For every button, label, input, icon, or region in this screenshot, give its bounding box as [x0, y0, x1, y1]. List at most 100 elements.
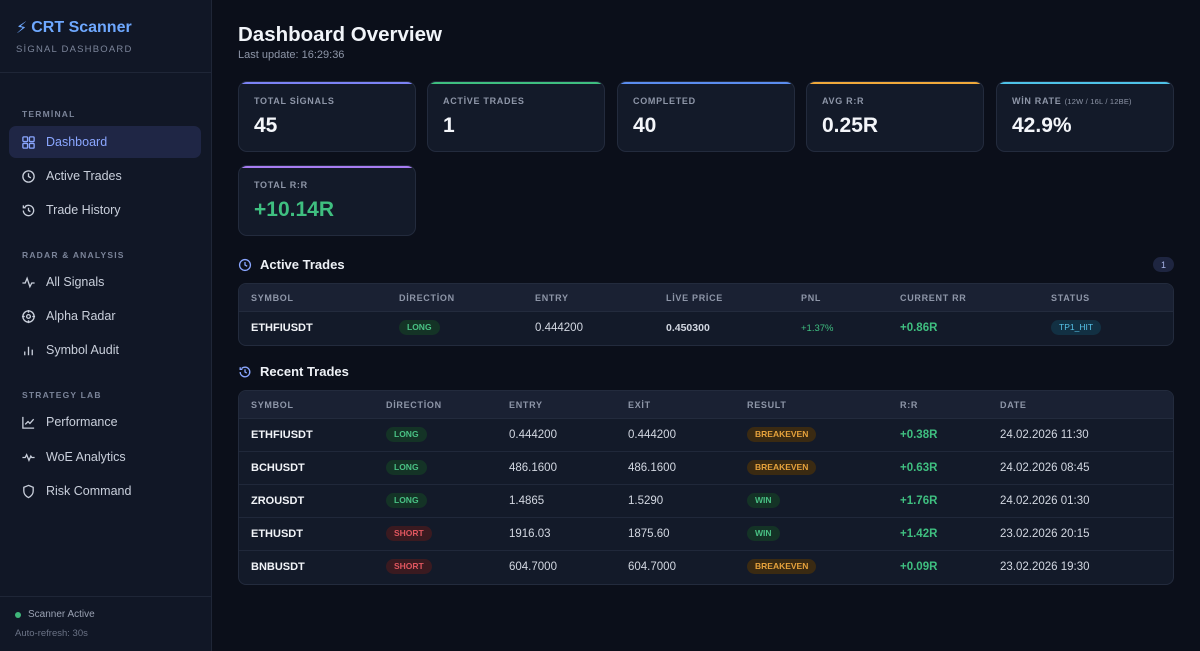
cell-rr: +1.76R	[900, 495, 938, 507]
sidebar: ⚡ CRT Scanner SİGNAL DASHBOARD TERMİNAL …	[0, 0, 212, 651]
cell-symbol: BNBUSDT	[251, 561, 305, 573]
cell-date: 23.02.2026 19:30	[1000, 561, 1090, 573]
direction-badge: LONG	[386, 460, 427, 476]
brand-title[interactable]: ⚡ CRT Scanner	[16, 18, 195, 38]
cell-direction: LONG	[399, 312, 440, 345]
cell-exit: 1875.60	[628, 528, 670, 540]
history-icon	[22, 204, 35, 216]
cell-entry: 1916.03	[509, 528, 551, 540]
stat-value: 45	[254, 114, 278, 137]
sidebar-item-symbol-audit[interactable]: Symbol Audit	[9, 334, 201, 366]
sidebar-item-woe-analytics[interactable]: WoE Analytics	[9, 441, 201, 473]
cell-date: 24.02.2026 08:45	[1000, 462, 1090, 474]
stat-label: ACTİVE TRADES	[443, 96, 525, 106]
stat-value: 40	[633, 114, 657, 137]
cell-date: 23.02.2026 20:15	[1000, 528, 1090, 540]
table-row[interactable]: ZROUSDT LONG 1.4865 1.5290 WIN +1.76R 24…	[239, 485, 1173, 518]
column-header[interactable]: DİRECTİON	[386, 400, 442, 410]
cell-date: 24.02.2026 01:30	[1000, 495, 1090, 507]
column-header[interactable]: ENTRY	[535, 293, 569, 303]
cell-exit: 604.7000	[628, 561, 676, 573]
cell-rr: +0.38R	[900, 429, 938, 441]
cell-symbol: ETHFIUSDT	[251, 322, 313, 334]
column-header[interactable]: R:R	[900, 400, 919, 410]
direction-badge: LONG	[386, 493, 427, 509]
column-header[interactable]: STATUS	[1051, 293, 1090, 303]
cell-entry: 0.444200	[509, 429, 557, 441]
table-row[interactable]: ETHFIUSDT LONG 0.444200 0.450300 +1.37% …	[239, 312, 1173, 345]
result-badge: WIN	[747, 493, 780, 509]
sidebar-item-label: WoE Analytics	[46, 450, 126, 464]
sidebar-item-all-signals[interactable]: All Signals	[9, 266, 201, 298]
stat-value: +10.14R	[254, 198, 334, 221]
table-row[interactable]: ETHFIUSDT LONG 0.444200 0.444200 BREAKEV…	[239, 419, 1173, 452]
sidebar-item-label: Alpha Radar	[46, 309, 116, 323]
activity-icon	[22, 452, 35, 462]
direction-badge: LONG	[399, 320, 440, 336]
column-header[interactable]: EXİT	[628, 400, 651, 410]
stat-card-win-rate: WİN RATE (12W / 16L / 12BE) 42.9%	[996, 81, 1174, 152]
column-header[interactable]: RESULT	[747, 400, 787, 410]
cell-entry: 0.444200	[535, 322, 583, 334]
scanner-status: Scanner Active	[15, 609, 196, 620]
column-header[interactable]: ENTRY	[509, 400, 543, 410]
cell-rr: +0.09R	[900, 561, 938, 573]
stat-label-text: WİN RATE	[1012, 96, 1062, 106]
active-trades-heading: Active Trades	[238, 257, 345, 272]
clock-icon	[22, 169, 35, 183]
sidebar-item-active-trades[interactable]: Active Trades	[9, 160, 201, 192]
table-row[interactable]: BCHUSDT LONG 486.1600 486.1600 BREAKEVEN…	[239, 452, 1173, 485]
section-title: Recent Trades	[260, 364, 349, 379]
column-header[interactable]: LİVE PRİCE	[666, 293, 724, 303]
auto-refresh-text: Auto-refresh: 30s	[15, 628, 88, 639]
cell-entry: 486.1600	[509, 462, 557, 474]
column-header[interactable]: DİRECTİON	[399, 293, 455, 303]
cell-symbol: ETHFIUSDT	[251, 429, 313, 441]
grid-icon	[22, 135, 35, 149]
stat-label: COMPLETED	[633, 96, 696, 106]
table-row[interactable]: BNBUSDT SHORT 604.7000 604.7000 BREAKEVE…	[239, 551, 1173, 584]
sidebar-item-alpha-radar[interactable]: Alpha Radar	[9, 300, 201, 332]
cell-rr: +0.63R	[900, 462, 938, 474]
stat-value: 42.9%	[1012, 114, 1072, 137]
cell-direction: SHORT	[386, 551, 432, 584]
cell-exit: 0.444200	[628, 429, 676, 441]
sidebar-item-trade-history[interactable]: Trade History	[9, 194, 201, 226]
brand-name: CRT Scanner	[31, 19, 132, 36]
sidebar-item-performance[interactable]: Performance	[9, 406, 201, 438]
clock-icon	[238, 258, 252, 271]
sidebar-item-label: Performance	[46, 415, 118, 429]
status-dot-icon	[15, 611, 21, 618]
column-header[interactable]: SYMBOL	[251, 400, 294, 410]
stat-card-total-rr: TOTAL R:R +10.14R	[238, 165, 416, 236]
stat-label: TOTAL R:R	[254, 180, 308, 190]
column-header[interactable]: DATE	[1000, 400, 1027, 410]
table-row[interactable]: ETHUSDT SHORT 1916.03 1875.60 WIN +1.42R…	[239, 518, 1173, 551]
cell-date: 24.02.2026 11:30	[1000, 429, 1089, 441]
result-badge: BREAKEVEN	[747, 427, 817, 443]
column-header[interactable]: PNL	[801, 293, 822, 303]
result-badge: BREAKEVEN	[747, 559, 817, 575]
sidebar-footer: Scanner Active Auto-refresh: 30s	[0, 596, 211, 651]
stat-note: (12W / 16L / 12BE)	[1064, 97, 1132, 106]
cell-symbol: BCHUSDT	[251, 462, 305, 474]
cell-symbol: ZROUSDT	[251, 495, 305, 507]
last-update: Last update: 16:29:36	[238, 49, 345, 61]
cell-result: WIN	[747, 485, 780, 518]
column-header[interactable]: CURRENT RR	[900, 293, 967, 303]
sidebar-item-label: Symbol Audit	[46, 343, 119, 357]
brand-subtitle: SİGNAL DASHBOARD	[16, 44, 133, 55]
cell-exit: 1.5290	[628, 495, 664, 507]
sidebar-item-label: Dashboard	[46, 135, 108, 149]
table-header: SYMBOL DİRECTİON ENTRY LİVE PRİCE PNL CU…	[239, 284, 1173, 312]
column-header[interactable]: SYMBOL	[251, 293, 294, 303]
cell-entry: 604.7000	[509, 561, 557, 573]
cell-status: TP1_HIT	[1051, 312, 1102, 345]
status-badge: TP1_HIT	[1051, 320, 1102, 336]
sidebar-section-terminal: TERMİNAL	[22, 109, 76, 119]
sidebar-item-risk-command[interactable]: Risk Command	[9, 475, 201, 507]
recent-trades-heading: Recent Trades	[238, 364, 349, 379]
sidebar-item-label: Active Trades	[46, 169, 122, 183]
sidebar-item-dashboard[interactable]: Dashboard	[9, 126, 201, 158]
sidebar-section-strategy: STRATEGY LAB	[22, 390, 102, 400]
